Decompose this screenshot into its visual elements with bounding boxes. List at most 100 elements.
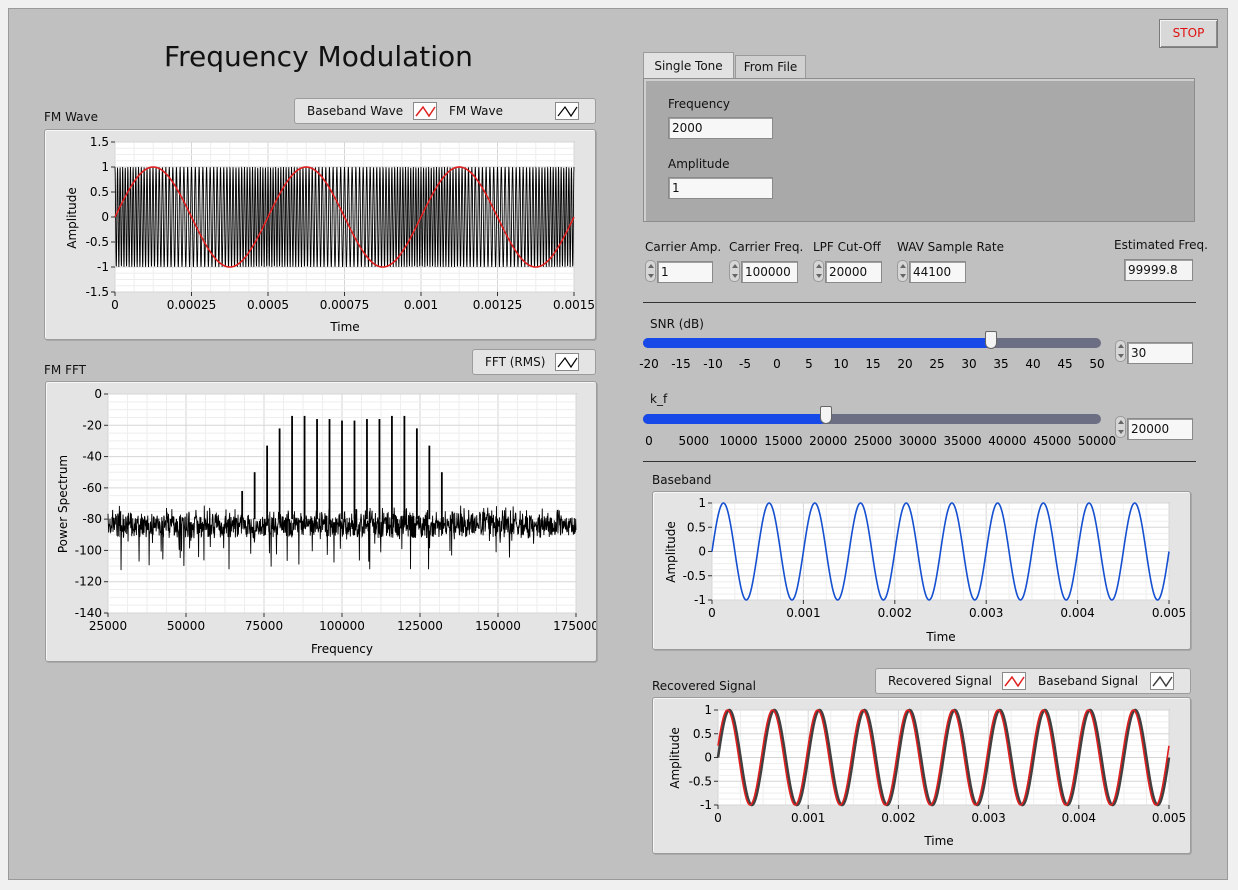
y-tick-label: -1: [97, 260, 109, 274]
x-tick-label: 0.002: [881, 811, 915, 825]
baseband-series: [711, 502, 1170, 601]
legend-fft-rms: FFT (RMS): [485, 355, 546, 369]
x-tick-label: 125000: [397, 619, 443, 633]
y-tick-label: 1: [101, 160, 109, 174]
page-title: Frequency Modulation: [164, 40, 473, 73]
frequency-label: Frequency: [668, 97, 730, 111]
stop-button[interactable]: STOP: [1159, 19, 1218, 48]
slider-tick-label: 15000: [764, 434, 802, 448]
slider-tick-label: 40: [1025, 357, 1040, 371]
kf-slider-fill: [643, 414, 827, 424]
red-line-swatch-icon[interactable]: [413, 102, 437, 120]
lpf-cutoff-input[interactable]: 20000: [825, 261, 882, 283]
frequency-input[interactable]: 2000: [668, 117, 773, 139]
y-tick-label: 0: [704, 751, 712, 765]
baseband-graph[interactable]: 0 0.001 0.002 0.003 0.004 0.005 1 0.5 0 -0.5 -1 Ti…: [653, 492, 1190, 649]
snr-slider-thumb[interactable]: [985, 331, 998, 349]
black-line-swatch-icon[interactable]: [555, 102, 579, 120]
x-tick-label: 0.0005: [247, 298, 289, 312]
x-tick-label: 0.00075: [320, 298, 370, 312]
y-tick-label: 0: [94, 387, 102, 401]
snr-input[interactable]: 30: [1127, 342, 1193, 364]
fm-wave-graph[interactable]: 0 0.00025 0.0005 0.00075 0.001 0.00125 0.0015 1…: [45, 130, 595, 339]
wav-sample-rate-input[interactable]: 44100: [909, 261, 966, 283]
recovered-graph[interactable]: 0 0.001 0.002 0.003 0.004 0.005 1 0.5 0 -0.5 -1 Ti…: [653, 698, 1190, 853]
slider-tick-label: 50: [1089, 357, 1104, 371]
slider-tick-label: -10: [703, 357, 723, 371]
legend-baseband-signal: Baseband Signal: [1038, 674, 1139, 688]
y-tick-label: 0.5: [693, 727, 712, 741]
recovered-signal-series: [717, 709, 1170, 806]
tab-single-tone[interactable]: Single Tone: [643, 52, 734, 80]
y-tick-label: -0.5: [689, 774, 712, 788]
wav-sample-rate-spinner-icon[interactable]: [897, 260, 908, 282]
fm-fft-graph[interactable]: 25000 50000 75000 100000 125000 150000 175000 0…: [46, 382, 596, 661]
kf-scale: 0 5000 10000 15000 20000 25000 30000 35000 40000…: [645, 434, 1116, 448]
y-tick-label: -1.5: [86, 285, 109, 299]
carrier-amp-spinner-icon[interactable]: [645, 260, 656, 282]
fft-noise-floor: [107, 505, 577, 571]
baseband-wave-series: [114, 166, 575, 268]
slider-tick-label: 0: [645, 434, 653, 448]
y-tick-label: 0.5: [687, 520, 706, 534]
x-tick-label: 0.005: [1152, 606, 1186, 620]
baseband-graph-frame: 0 0.001 0.002 0.003 0.004 0.005 1 0.5 0 -0.5 -1 Ti…: [652, 491, 1191, 650]
slider-tick-label: 25: [929, 357, 944, 371]
snr-slider-track[interactable]: [643, 338, 1101, 348]
slider-tick-label: 15: [865, 357, 880, 371]
baseband-xlabel: Time: [925, 630, 955, 644]
x-tick-label: 100000: [319, 619, 365, 633]
recovered-xlabel: Time: [923, 834, 953, 848]
y-tick-label: -1: [694, 593, 706, 607]
divider-2: [643, 461, 1196, 462]
lpf-cutoff-spinner-icon[interactable]: [813, 260, 824, 282]
carrier-amp-label: Carrier Amp.: [645, 240, 722, 254]
x-tick-label: 0.001: [791, 811, 825, 825]
x-tick-label: 0.004: [1062, 811, 1096, 825]
y-tick-label: 1: [704, 703, 712, 717]
legend-recovered-signal: Recovered Signal: [888, 674, 992, 688]
divider-1: [643, 302, 1196, 303]
x-tick-label: 175000: [553, 619, 596, 633]
kf-slider-track[interactable]: [643, 414, 1101, 424]
recovered-graph-frame: 0 0.001 0.002 0.003 0.004 0.005 1 0.5 0 -0.5 -1 Ti…: [652, 697, 1191, 854]
slider-tick-label: 50000: [1078, 434, 1116, 448]
fm-fft-legend[interactable]: FFT (RMS): [472, 349, 596, 375]
snr-scale: -20 -15 -10 -5 0 5 10 15 20 25 30 35 40 45 50: [639, 357, 1104, 371]
x-tick-label: 0.003: [971, 811, 1005, 825]
slider-tick-label: 20: [897, 357, 912, 371]
x-tick-label: 0: [111, 298, 119, 312]
wav-sample-rate-label: WAV Sample Rate: [897, 240, 1004, 254]
x-tick-label: 0.00025: [167, 298, 217, 312]
fm-wave-ylabel: Amplitude: [65, 187, 79, 249]
slider-tick-label: 10: [833, 357, 848, 371]
baseband-signal-series: [716, 708, 1171, 807]
fm-fft-ylabel: Power Spectrum: [56, 455, 70, 553]
carrier-freq-spinner-icon[interactable]: [729, 260, 740, 282]
slider-tick-label: 5: [805, 357, 813, 371]
carrier-amp-input[interactable]: 1: [657, 261, 713, 283]
y-tick-label: -20: [82, 418, 102, 432]
amplitude-input[interactable]: 1: [668, 177, 773, 199]
recovered-legend[interactable]: Recovered Signal Baseband Signal: [875, 668, 1191, 694]
kf-spinner-icon[interactable]: [1115, 416, 1126, 438]
baseband-signal-swatch-icon[interactable]: [1150, 672, 1174, 690]
fm-wave-label: FM Wave: [44, 110, 99, 124]
kf-input[interactable]: 20000: [1127, 418, 1193, 440]
baseband-ylabel: Amplitude: [664, 521, 678, 583]
x-tick-label: 0: [708, 606, 716, 620]
snr-slider-fill: [643, 338, 992, 348]
slider-tick-label: 45000: [1033, 434, 1071, 448]
carrier-freq-input[interactable]: 100000: [741, 261, 798, 283]
fm-wave-legend[interactable]: Baseband Wave FM Wave: [294, 98, 596, 124]
fm-wave-xlabel: Time: [329, 320, 359, 334]
lpf-cutoff-label: LPF Cut-Off: [813, 240, 881, 254]
recovered-swatch-icon[interactable]: [1002, 672, 1026, 690]
kf-slider-thumb[interactable]: [820, 406, 833, 424]
snr-spinner-icon[interactable]: [1115, 340, 1126, 362]
fft-line-swatch-icon[interactable]: [555, 353, 579, 371]
tab-from-file[interactable]: From File: [735, 55, 806, 79]
carrier-freq-label: Carrier Freq.: [729, 240, 804, 254]
slider-tick-label: 30000: [899, 434, 937, 448]
y-tick-label: -0.5: [86, 235, 109, 249]
